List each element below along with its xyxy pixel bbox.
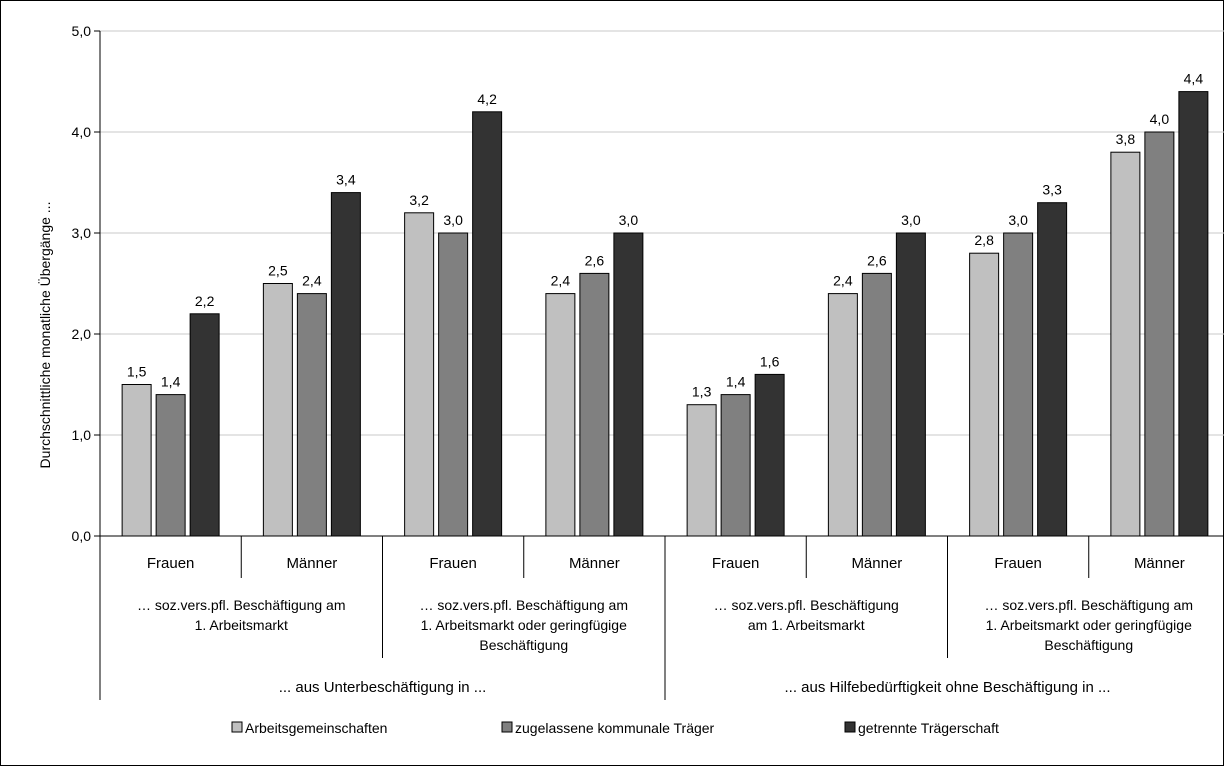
data-label: 1,6 bbox=[760, 353, 780, 369]
bar bbox=[545, 293, 576, 537]
group-label: ... aus Unterbeschäftigung in ... bbox=[279, 679, 487, 696]
data-label: 3,0 bbox=[443, 212, 463, 228]
bar bbox=[404, 212, 435, 537]
bar bbox=[613, 232, 644, 537]
data-label: 2,4 bbox=[302, 273, 322, 289]
data-label: 3,4 bbox=[336, 172, 356, 188]
data-label: 1,5 bbox=[127, 364, 147, 380]
data-label: 4,0 bbox=[1150, 111, 1170, 127]
bar bbox=[472, 111, 503, 537]
bar bbox=[1003, 232, 1034, 537]
data-label: 4,2 bbox=[477, 91, 497, 107]
bar bbox=[754, 373, 785, 537]
data-label: 1,4 bbox=[161, 374, 181, 390]
y-tick-label: 5,0 bbox=[72, 23, 92, 39]
x-tick-label: Frauen bbox=[429, 555, 477, 572]
data-label: 2,8 bbox=[974, 232, 994, 248]
data-label: 3,0 bbox=[901, 212, 921, 228]
x-tick-label: Frauen bbox=[712, 555, 760, 572]
bar bbox=[969, 252, 1000, 537]
bar bbox=[121, 384, 152, 537]
bar bbox=[296, 293, 327, 537]
x-tick-label: Männer bbox=[286, 555, 337, 572]
y-tick-label: 4,0 bbox=[72, 124, 92, 140]
axes bbox=[94, 30, 1224, 700]
data-label: 3,0 bbox=[1008, 212, 1028, 228]
subgroup-label: … soz.vers.pfl. Beschäftigung am bbox=[137, 597, 346, 613]
bar bbox=[189, 313, 220, 537]
bar bbox=[438, 232, 469, 537]
bar bbox=[895, 232, 926, 537]
y-tick-label: 1,0 bbox=[72, 427, 92, 443]
data-label: 2,2 bbox=[195, 293, 215, 309]
labels: 0,0 1,0 2,0 3,0 4,0 5,0 1,5 2,5 3,2 2,4 1,3 2,4 2,8 3… bbox=[72, 23, 1204, 696]
subgroup-label: am 1. Arbeitsmarkt bbox=[748, 617, 865, 633]
x-tick-label: Männer bbox=[569, 555, 620, 572]
bar bbox=[1037, 202, 1068, 537]
bar bbox=[1178, 91, 1209, 537]
data-label: 1,3 bbox=[692, 384, 712, 400]
data-label: 2,5 bbox=[268, 263, 288, 279]
group-label: ... aus Hilfebedürftigkeit ohne Beschäft… bbox=[784, 679, 1110, 696]
subgroup-label: Beschäftigung bbox=[479, 637, 568, 653]
data-label: 2,4 bbox=[833, 273, 853, 289]
x-tick-label: Frauen bbox=[994, 555, 1042, 572]
data-label: 3,3 bbox=[1042, 182, 1062, 198]
bar bbox=[579, 272, 610, 537]
bars bbox=[121, 91, 1209, 537]
bar bbox=[861, 272, 892, 537]
subgroup-label: 1. Arbeitsmarkt bbox=[195, 617, 288, 633]
bar bbox=[1144, 131, 1175, 537]
data-label: 2,4 bbox=[551, 273, 571, 289]
x-tick-label: Männer bbox=[1134, 555, 1185, 572]
data-label: 1,4 bbox=[726, 374, 746, 390]
data-label: 3,8 bbox=[1116, 131, 1136, 147]
subgroup-label: Beschäftigung bbox=[1044, 637, 1133, 653]
bar bbox=[686, 404, 717, 537]
data-label: 2,6 bbox=[585, 252, 605, 268]
y-tick-label: 2,0 bbox=[72, 326, 92, 342]
subgroup-label: … soz.vers.pfl. Beschäftigung am bbox=[419, 597, 628, 613]
bar bbox=[262, 283, 293, 537]
subgroup-label: … soz.vers.pfl. Beschäftigung bbox=[714, 597, 899, 613]
data-label: 4,4 bbox=[1184, 71, 1204, 87]
data-label: 3,2 bbox=[409, 192, 429, 208]
data-label: 3,0 bbox=[619, 212, 639, 228]
y-axis-title: Durchschnittliche monatliche Übergänge .… bbox=[36, 202, 53, 469]
bar bbox=[330, 192, 361, 537]
subgroup-label: 1. Arbeitsmarkt oder geringfügige bbox=[421, 617, 627, 633]
x-tick-label: Frauen bbox=[147, 555, 195, 572]
legend-swatch bbox=[231, 721, 243, 733]
x-tick-label: Männer bbox=[851, 555, 902, 572]
legend: Arbeitsgemeinschaften zugelassene kommuna… bbox=[231, 720, 999, 736]
legend-entry: getrennte Trägerschaft bbox=[858, 720, 999, 736]
bar bbox=[1110, 151, 1141, 537]
legend-swatch bbox=[844, 721, 856, 733]
legend-swatch bbox=[501, 721, 513, 733]
bar bbox=[827, 293, 858, 537]
data-label: 2,6 bbox=[867, 252, 887, 268]
bar bbox=[155, 394, 186, 537]
subgroup-label: … soz.vers.pfl. Beschäftigung am bbox=[984, 597, 1193, 613]
subgroup-label: 1. Arbeitsmarkt oder geringfügige bbox=[986, 617, 1192, 633]
bar bbox=[720, 394, 751, 537]
y-tick-label: 3,0 bbox=[72, 225, 92, 241]
legend-entry: zugelassene kommunale Träger bbox=[515, 720, 715, 736]
y-tick-label: 0,0 bbox=[72, 528, 92, 544]
legend-entry: Arbeitsgemeinschaften bbox=[245, 720, 387, 736]
